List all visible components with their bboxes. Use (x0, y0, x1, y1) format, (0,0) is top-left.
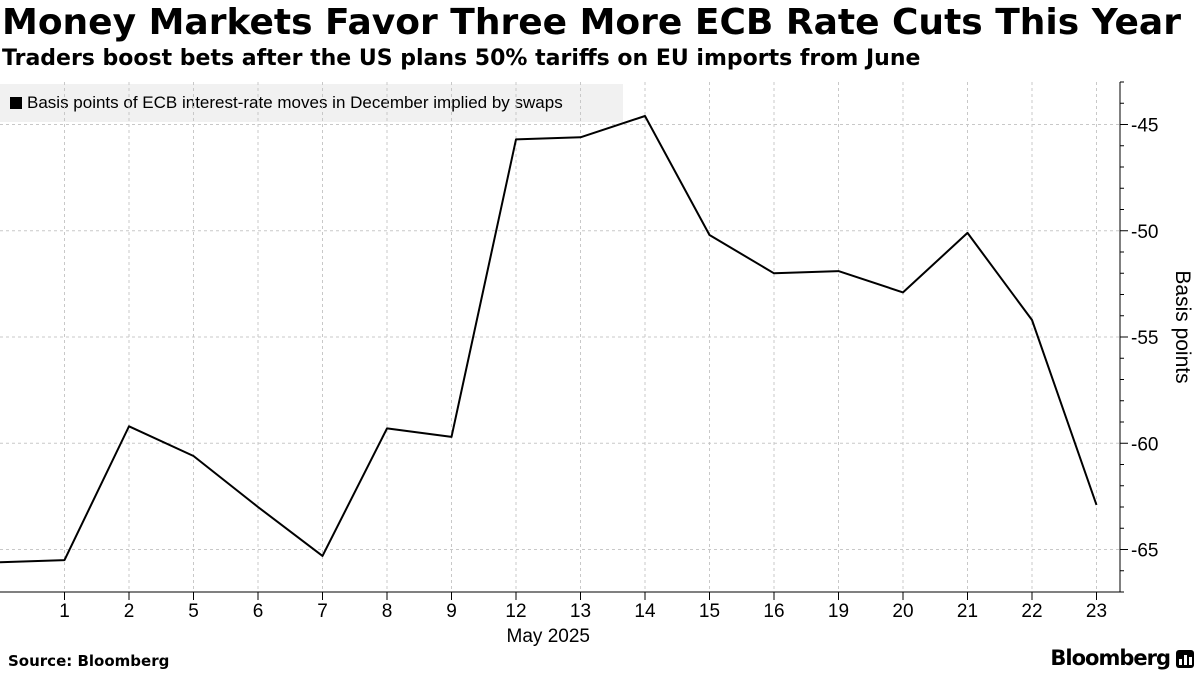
y-tick-label: -50 (1131, 222, 1158, 243)
x-tick-label: 13 (570, 601, 591, 622)
y-axis-title: Basis points (1171, 270, 1194, 383)
source-note: Source: Bloomberg (8, 652, 170, 670)
x-tick-label: 20 (892, 601, 913, 622)
x-tick-label: 5 (188, 601, 199, 622)
y-tick-label: -55 (1131, 328, 1158, 349)
x-tick-label: 1 (59, 601, 70, 622)
x-tick-label: 21 (957, 601, 978, 622)
bloomberg-logo: Bloomberg (1050, 646, 1171, 670)
x-tick-label: 15 (699, 601, 720, 622)
x-tick-label: 6 (253, 601, 264, 622)
bloomberg-chart-icon (1176, 650, 1194, 668)
x-tick-label: 22 (1021, 601, 1042, 622)
legend-swatch (10, 97, 22, 109)
axes: -45-50-55-60-651 2 5 6 7 8 9 12 13 14 15 16 19 20 21 22… (0, 81, 1158, 622)
x-tick-label: 2 (124, 601, 135, 622)
x-tick-label: 14 (634, 601, 656, 622)
legend: Basis points of ECB interest-rate moves … (0, 84, 623, 122)
x-tick-label: 8 (382, 601, 393, 622)
x-tick-label: 12 (505, 601, 526, 622)
y-tick-label: -60 (1131, 434, 1158, 455)
chart-subtitle: Traders boost bets after the US plans 50… (2, 46, 921, 71)
legend-label: Basis points of ECB interest-rate moves … (27, 93, 563, 112)
x-axis-title: May 2025 (507, 626, 590, 647)
chart-title: Money Markets Favor Three More ECB Rate … (2, 2, 1181, 43)
series-layer (0, 115, 1098, 564)
x-tick-label: 19 (828, 601, 849, 622)
series-line (0, 115, 1098, 564)
x-tick-label: 16 (763, 601, 784, 622)
gridlines (0, 82, 1120, 592)
y-tick-label: -65 (1131, 541, 1158, 562)
y-tick-label: -45 (1131, 116, 1158, 137)
x-tick-label: 23 (1086, 601, 1107, 622)
x-tick-label: 9 (446, 601, 457, 622)
x-tick-label: 7 (317, 601, 328, 622)
